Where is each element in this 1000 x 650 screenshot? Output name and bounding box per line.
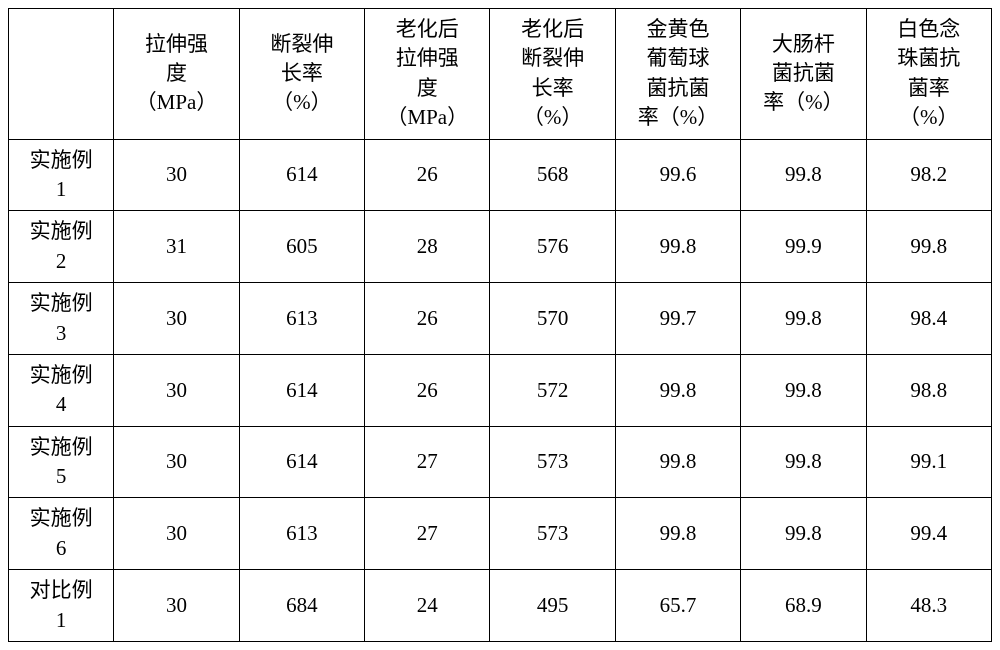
cell-value: 568 (490, 139, 615, 211)
cell-value: 573 (490, 498, 615, 570)
row-label: 实施例2 (9, 211, 114, 283)
cell-value: 99.4 (866, 498, 991, 570)
cell-value: 99.8 (741, 354, 866, 426)
cell-value: 684 (239, 570, 364, 642)
table-row: 实施例6 30 613 27 573 99.8 99.8 99.4 (9, 498, 992, 570)
header-empty (9, 9, 114, 140)
cell-value: 27 (365, 426, 490, 498)
table-body: 实施例1 30 614 26 568 99.6 99.8 98.2 实施例2 3… (9, 139, 992, 641)
cell-value: 30 (114, 570, 239, 642)
cell-value: 99.8 (741, 498, 866, 570)
cell-value: 31 (114, 211, 239, 283)
header-candida-antibacterial: 白色念 珠菌抗 菌率 （%） (866, 9, 991, 140)
cell-value: 30 (114, 426, 239, 498)
cell-value: 613 (239, 498, 364, 570)
header-ecoli-antibacterial: 大肠杆 菌抗菌 率（%） (741, 9, 866, 140)
cell-value: 30 (114, 498, 239, 570)
cell-value: 572 (490, 354, 615, 426)
cell-value: 99.8 (741, 426, 866, 498)
cell-value: 573 (490, 426, 615, 498)
cell-value: 28 (365, 211, 490, 283)
row-label: 实施例1 (9, 139, 114, 211)
cell-value: 99.8 (615, 426, 740, 498)
row-label: 实施例4 (9, 354, 114, 426)
cell-value: 614 (239, 139, 364, 211)
cell-value: 65.7 (615, 570, 740, 642)
header-aged-elongation: 老化后 断裂伸 长率 （%） (490, 9, 615, 140)
table-row: 实施例2 31 605 28 576 99.8 99.9 99.8 (9, 211, 992, 283)
table-header-row: 拉伸强 度 （MPa） 断裂伸 长率 （%） 老化后 拉伸强 度 （MPa） 老… (9, 9, 992, 140)
cell-value: 26 (365, 354, 490, 426)
cell-value: 99.8 (615, 354, 740, 426)
cell-value: 99.8 (741, 139, 866, 211)
cell-value: 570 (490, 283, 615, 355)
row-label: 实施例3 (9, 283, 114, 355)
cell-value: 614 (239, 426, 364, 498)
row-label: 实施例6 (9, 498, 114, 570)
row-label: 实施例5 (9, 426, 114, 498)
table-row: 实施例5 30 614 27 573 99.8 99.8 99.1 (9, 426, 992, 498)
cell-value: 98.8 (866, 354, 991, 426)
cell-value: 99.6 (615, 139, 740, 211)
row-label: 对比例1 (9, 570, 114, 642)
cell-value: 24 (365, 570, 490, 642)
cell-value: 98.4 (866, 283, 991, 355)
cell-value: 614 (239, 354, 364, 426)
cell-value: 30 (114, 354, 239, 426)
cell-value: 30 (114, 283, 239, 355)
cell-value: 26 (365, 139, 490, 211)
cell-value: 48.3 (866, 570, 991, 642)
table-row: 实施例3 30 613 26 570 99.7 99.8 98.4 (9, 283, 992, 355)
header-aged-tensile-strength: 老化后 拉伸强 度 （MPa） (365, 9, 490, 140)
data-table: 拉伸强 度 （MPa） 断裂伸 长率 （%） 老化后 拉伸强 度 （MPa） 老… (8, 8, 992, 642)
cell-value: 68.9 (741, 570, 866, 642)
cell-value: 99.8 (866, 211, 991, 283)
cell-value: 26 (365, 283, 490, 355)
cell-value: 30 (114, 139, 239, 211)
table-row: 实施例1 30 614 26 568 99.6 99.8 98.2 (9, 139, 992, 211)
table-row: 实施例4 30 614 26 572 99.8 99.8 98.8 (9, 354, 992, 426)
table-row: 对比例1 30 684 24 495 65.7 68.9 48.3 (9, 570, 992, 642)
cell-value: 98.2 (866, 139, 991, 211)
cell-value: 99.8 (741, 283, 866, 355)
header-elongation: 断裂伸 长率 （%） (239, 9, 364, 140)
cell-value: 27 (365, 498, 490, 570)
cell-value: 99.9 (741, 211, 866, 283)
cell-value: 99.1 (866, 426, 991, 498)
cell-value: 99.8 (615, 498, 740, 570)
cell-value: 495 (490, 570, 615, 642)
cell-value: 605 (239, 211, 364, 283)
cell-value: 99.7 (615, 283, 740, 355)
cell-value: 613 (239, 283, 364, 355)
cell-value: 576 (490, 211, 615, 283)
cell-value: 99.8 (615, 211, 740, 283)
header-tensile-strength: 拉伸强 度 （MPa） (114, 9, 239, 140)
header-staph-antibacterial: 金黄色 葡萄球 菌抗菌 率（%） (615, 9, 740, 140)
